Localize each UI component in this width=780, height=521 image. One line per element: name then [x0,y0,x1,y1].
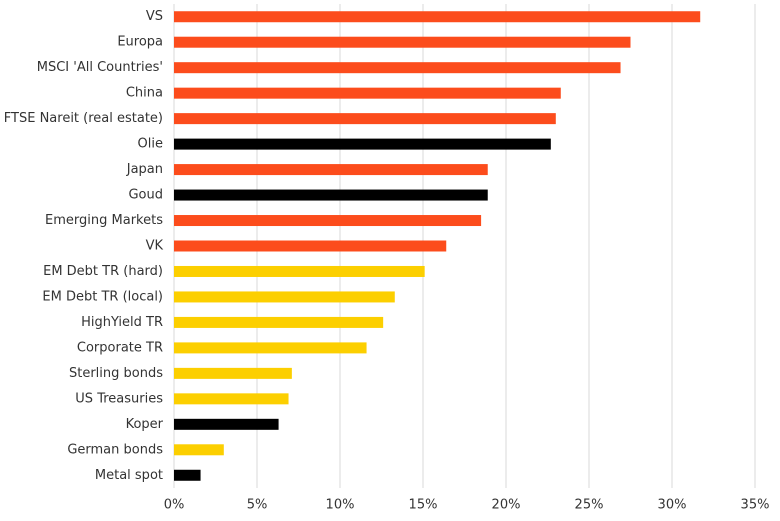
y-tick-label: Sterling bonds [69,366,163,381]
y-tick-label: Olie [138,137,163,152]
y-tick-label: VS [146,9,163,24]
bar [174,393,289,405]
y-tick-label: Metal spot [95,468,163,483]
x-tick-label: 25% [575,498,604,513]
y-tick-label: MSCI 'All Countries' [37,60,163,75]
y-tick-label: Japan [126,162,163,177]
bar [174,164,488,176]
bar [174,87,561,99]
x-tick-label: 20% [492,498,521,513]
bar [174,215,482,227]
y-tick-label: HighYield TR [81,315,163,330]
y-tick-label: Goud [128,188,163,203]
y-tick-label: Europa [117,35,163,50]
bar [174,240,447,252]
bar [174,291,395,303]
bar [174,138,551,150]
x-tick-label: 0% [164,498,185,513]
bar [174,36,631,48]
bar [174,342,367,354]
bar [174,418,279,430]
bar [174,444,224,456]
x-tick-label: 15% [409,498,438,513]
y-tick-label: Emerging Markets [45,213,163,228]
x-tick-label: 10% [326,498,355,513]
y-tick-label: China [126,86,163,101]
bar [174,62,621,74]
bar [174,189,488,201]
bar [174,367,292,379]
y-tick-label: Corporate TR [77,340,163,355]
y-tick-label: US Treasuries [75,391,163,406]
bar [174,113,556,125]
x-tick-label: 5% [247,498,268,513]
bar [174,265,425,277]
bar [174,469,201,481]
y-tick-label: FTSE Nareit (real estate) [4,111,163,126]
bar [174,11,701,23]
y-tick-label: VK [146,239,164,254]
x-tick-label: 30% [658,498,687,513]
y-tick-label: EM Debt TR (local) [42,289,163,304]
x-tick-label: 35% [741,498,770,513]
y-tick-label: EM Debt TR (hard) [43,264,163,279]
y-tick-label: German bonds [67,442,163,457]
y-tick-label: Koper [126,417,164,432]
bar [174,316,384,328]
